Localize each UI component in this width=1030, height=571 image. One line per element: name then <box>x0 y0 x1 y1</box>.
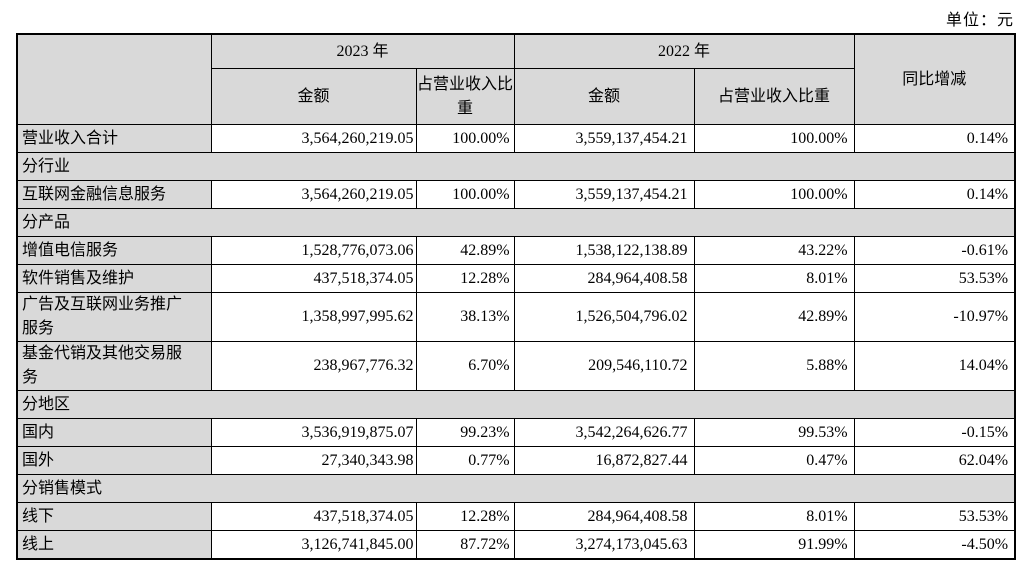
amount-2022: 209,546,110.72 <box>513 341 695 391</box>
pct-2022: 99.53% <box>693 418 855 447</box>
pct-2022: 91.99% <box>693 530 855 560</box>
table-row: 互联网金融信息服务 3,564,260,219.05 100.00% 3,559… <box>16 180 1016 209</box>
pct-2023: 38.13% <box>415 292 515 342</box>
pct-2023-header: 占营业收入比重 <box>415 68 515 125</box>
amount-2023: 1,358,997,995.62 <box>210 292 417 342</box>
amount-2022: 284,964,408.58 <box>513 264 695 293</box>
section-label: 分行业 <box>16 152 1016 181</box>
section-row: 分销售模式 <box>16 474 1016 503</box>
table-row: 基金代销及其他交易服务 238,967,776.32 6.70% 209,546… <box>16 341 1016 391</box>
pct-2022: 42.89% <box>693 292 855 342</box>
table-row: 广告及互联网业务推广服务 1,358,997,995.62 38.13% 1,5… <box>16 292 1016 342</box>
yoy-change: -0.15% <box>853 418 1016 447</box>
yoy-change: 62.04% <box>853 446 1016 475</box>
amount-2023: 3,126,741,845.00 <box>210 530 417 560</box>
amount-2022: 1,526,504,796.02 <box>513 292 695 342</box>
row-label: 国外 <box>16 446 212 475</box>
pct-2022: 43.22% <box>693 236 855 265</box>
unit-label: 单位：元 <box>945 12 1014 29</box>
section-label: 分地区 <box>16 390 1016 419</box>
amount-2022: 3,559,137,454.21 <box>513 124 695 153</box>
row-label: 线上 <box>16 530 212 560</box>
amount-2023: 3,564,260,219.05 <box>210 180 417 209</box>
table-row: 营业收入合计 3,564,260,219.05 100.00% 3,559,13… <box>16 124 1016 153</box>
table-row: 线上 3,126,741,845.00 87.72% 3,274,173,045… <box>16 530 1016 560</box>
amount-2023: 1,528,776,073.06 <box>210 236 417 265</box>
pct-2022: 8.01% <box>693 264 855 293</box>
section-row: 分行业 <box>16 152 1016 181</box>
section-label: 分销售模式 <box>16 474 1016 503</box>
pct-2023: 87.72% <box>415 530 515 560</box>
row-label: 软件销售及维护 <box>16 264 212 293</box>
table-row: 增值电信服务 1,528,776,073.06 42.89% 1,538,122… <box>16 236 1016 265</box>
yoy-change-header: 同比增减 <box>853 33 1016 125</box>
section-label: 分产品 <box>16 208 1016 237</box>
row-label: 线下 <box>16 502 212 531</box>
pct-2023: 6.70% <box>415 341 515 391</box>
yoy-change: -4.50% <box>853 530 1016 560</box>
table-row: 软件销售及维护 437,518,374.05 12.28% 284,964,40… <box>16 264 1016 293</box>
yoy-change: 53.53% <box>853 264 1016 293</box>
yoy-change: 53.53% <box>853 502 1016 531</box>
amount-2023: 437,518,374.05 <box>210 502 417 531</box>
row-label: 基金代销及其他交易服务 <box>16 341 212 391</box>
amount-2022: 3,274,173,045.63 <box>513 530 695 560</box>
table-body: 营业收入合计 3,564,260,219.05 100.00% 3,559,13… <box>16 124 1016 560</box>
corner-cell <box>16 33 212 125</box>
amount-2023: 3,536,919,875.07 <box>210 418 417 447</box>
pct-2023: 12.28% <box>415 264 515 293</box>
amount-2023: 238,967,776.32 <box>210 341 417 391</box>
table-row: 线下 437,518,374.05 12.28% 284,964,408.58 … <box>16 502 1016 531</box>
row-label: 增值电信服务 <box>16 236 212 265</box>
yoy-change: -0.61% <box>853 236 1016 265</box>
table-header: 2023 年 2022 年 同比增减 金额 占营业收入比重 金额 占营业收入比重 <box>16 33 1016 125</box>
row-label: 营业收入合计 <box>16 124 212 153</box>
year-2023-header: 2023 年 <box>210 33 515 69</box>
pct-2022: 8.01% <box>693 502 855 531</box>
amount-2023: 27,340,343.98 <box>210 446 417 475</box>
pct-2022-header: 占营业收入比重 <box>693 68 855 125</box>
amount-2022: 3,542,264,626.77 <box>513 418 695 447</box>
yoy-change: 0.14% <box>853 180 1016 209</box>
pct-2023: 12.28% <box>415 502 515 531</box>
pct-2022: 100.00% <box>693 180 855 209</box>
pct-2023: 100.00% <box>415 124 515 153</box>
pct-2023: 99.23% <box>415 418 515 447</box>
amount-2023-header: 金额 <box>210 68 417 125</box>
amount-2022: 284,964,408.58 <box>513 502 695 531</box>
amount-2022: 1,538,122,138.89 <box>513 236 695 265</box>
yoy-change: 0.14% <box>853 124 1016 153</box>
row-label: 广告及互联网业务推广服务 <box>16 292 212 342</box>
amount-2022: 16,872,827.44 <box>513 446 695 475</box>
section-row: 分地区 <box>16 390 1016 419</box>
pct-2023: 0.77% <box>415 446 515 475</box>
table-row: 国外 27,340,343.98 0.77% 16,872,827.44 0.4… <box>16 446 1016 475</box>
amount-2023: 3,564,260,219.05 <box>210 124 417 153</box>
yoy-change: 14.04% <box>853 341 1016 391</box>
pct-2022: 0.47% <box>693 446 855 475</box>
revenue-breakdown-table: 2023 年 2022 年 同比增减 金额 占营业收入比重 金额 占营业收入比重… <box>16 33 1017 560</box>
pct-2022: 100.00% <box>693 124 855 153</box>
row-label: 国内 <box>16 418 212 447</box>
table-row: 国内 3,536,919,875.07 99.23% 3,542,264,626… <box>16 418 1016 447</box>
pct-2022: 5.88% <box>693 341 855 391</box>
amount-2022: 3,559,137,454.21 <box>513 180 695 209</box>
yoy-change: -10.97% <box>853 292 1016 342</box>
amount-2022-header: 金额 <box>513 68 695 125</box>
row-label: 互联网金融信息服务 <box>16 180 212 209</box>
year-2022-header: 2022 年 <box>513 33 855 69</box>
amount-2023: 437,518,374.05 <box>210 264 417 293</box>
pct-2023: 100.00% <box>415 180 515 209</box>
section-row: 分产品 <box>16 208 1016 237</box>
pct-2023: 42.89% <box>415 236 515 265</box>
